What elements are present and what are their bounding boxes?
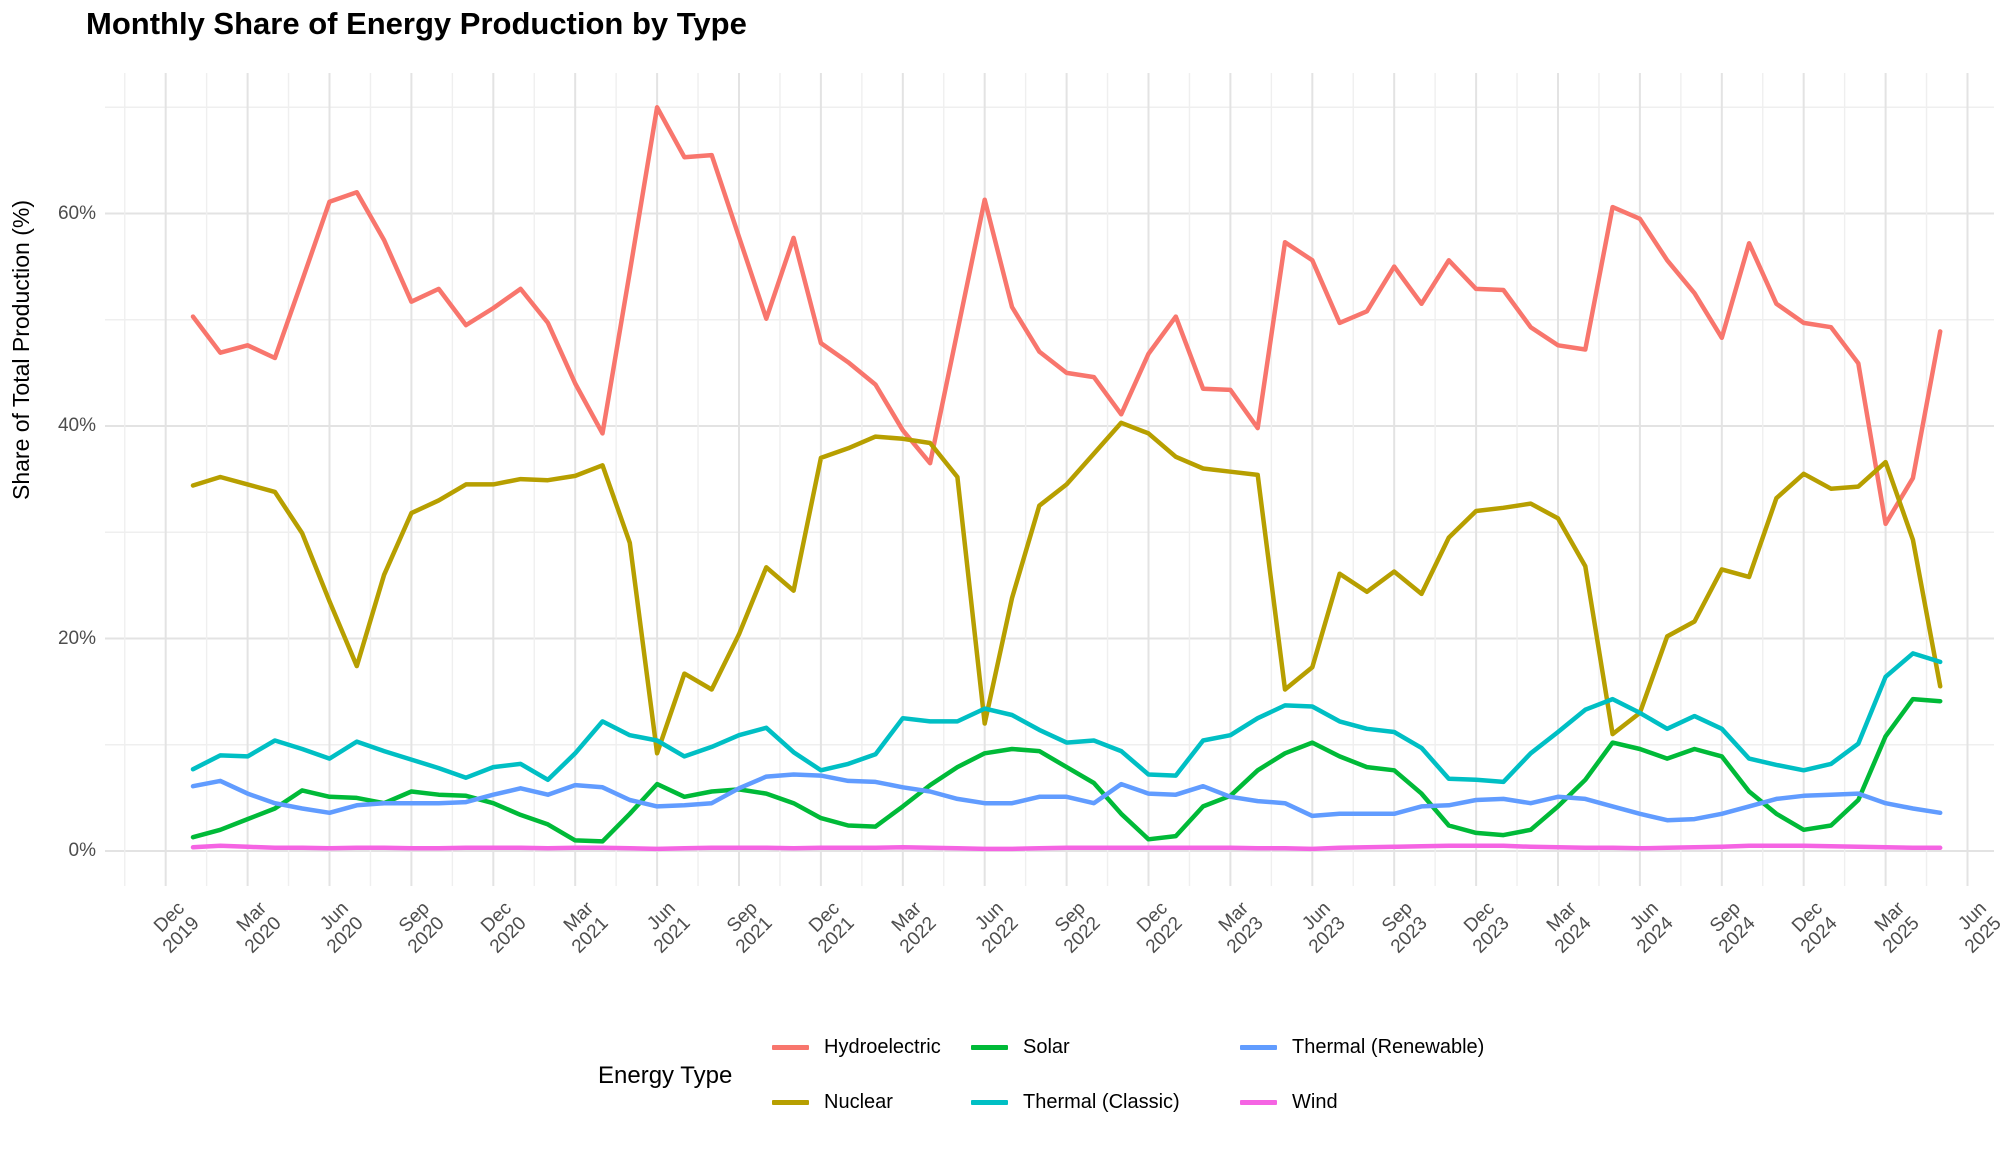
legend-key-thermal-renewable-icon [1240,1045,1277,1050]
y-tick-label: 40% [57,415,96,436]
series-line-nuclear [190,420,1943,756]
series-line-wind [190,843,1943,852]
series-line-hydroelectric [190,105,1943,527]
legend-label: Hydroelectric [824,1036,941,1058]
chart-title: Monthly Share of Energy Production by Ty… [86,6,747,41]
legend-key-hydroelectric-icon [772,1045,809,1050]
legend-label: Thermal (Renewable) [1292,1036,1485,1058]
legend-key-thermal-classic-icon [971,1100,1008,1105]
legend-label: Thermal (Classic) [1023,1091,1180,1113]
legend-title: Energy Type [598,1062,733,1089]
series-line-thermal-renewable [190,772,1943,823]
series-line-solar [190,696,1943,844]
legend-key-nuclear-icon [772,1100,809,1105]
y-tick-label: 60% [57,202,96,224]
y-tick-label: 20% [57,627,96,649]
legend-key-wind-icon [1240,1100,1277,1105]
legend-label: Wind [1292,1091,1338,1113]
legend-label: Solar [1023,1036,1070,1058]
series-line-thermal-classic [190,651,1943,785]
y-tick-label: 0% [68,840,96,861]
legend-label: Nuclear [824,1091,893,1113]
legend-key-solar-icon [971,1045,1008,1050]
